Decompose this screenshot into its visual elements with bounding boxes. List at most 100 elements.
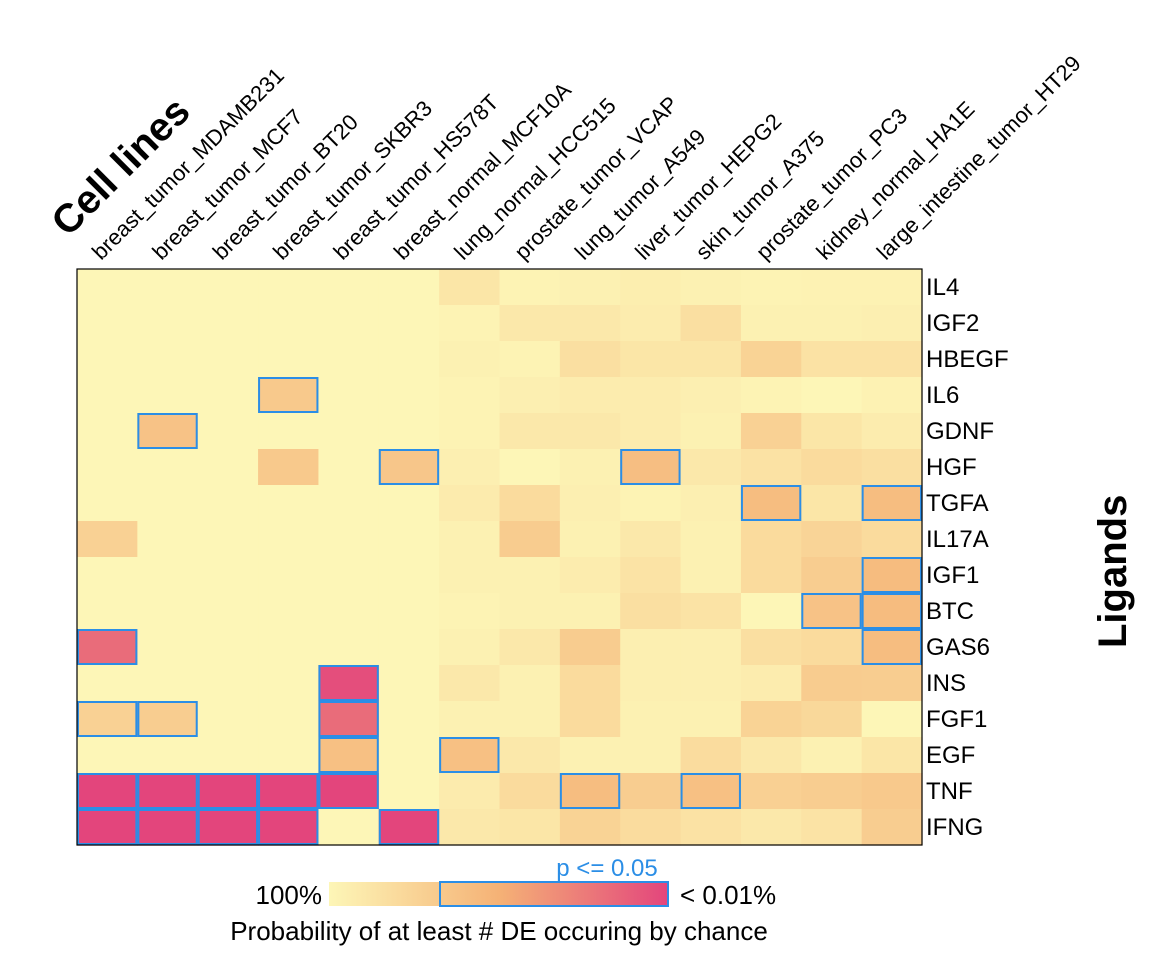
heatmap-cell xyxy=(318,629,380,666)
heatmap-cell xyxy=(378,557,440,594)
heatmap-cell xyxy=(861,521,923,558)
heatmap-cell xyxy=(680,341,742,378)
significant-cell-outline xyxy=(258,809,319,845)
heatmap-cell xyxy=(801,629,863,666)
heatmap-cell xyxy=(499,593,561,630)
significant-cell-outline xyxy=(197,773,259,809)
heatmap-cell xyxy=(740,449,802,486)
heatmap-cell xyxy=(559,773,621,810)
heatmap-cell xyxy=(378,269,440,306)
heatmap-cell xyxy=(258,521,320,558)
row-label: IL17A xyxy=(926,526,989,553)
heatmap-cell xyxy=(77,413,138,450)
heatmap-cell xyxy=(740,485,802,522)
heatmap-cell xyxy=(499,485,561,522)
significant-cell-outline xyxy=(740,485,802,521)
heatmap-cell xyxy=(77,737,138,774)
heatmap-cell xyxy=(258,809,320,846)
heatmap-cell xyxy=(861,665,923,702)
heatmap-cell xyxy=(801,269,863,306)
heatmap-cell xyxy=(439,269,501,306)
row-label: INS xyxy=(926,670,966,697)
heatmap-cell xyxy=(197,737,259,774)
column-labels: breast_tumor_MDAMB231breast_tumor_MCF7br… xyxy=(87,51,1086,265)
significant-cell-outline xyxy=(258,377,319,413)
heatmap-cell xyxy=(801,377,863,414)
legend-right-label: < 0.01% xyxy=(680,880,776,910)
heatmap-cell xyxy=(620,485,682,522)
heatmap-cell xyxy=(318,701,380,738)
heatmap-cell xyxy=(197,521,259,558)
heatmap-cell xyxy=(197,773,259,810)
heatmap-cell xyxy=(620,521,682,558)
heatmap-cell xyxy=(740,413,802,450)
heatmap-cell xyxy=(137,701,199,738)
heatmap-cell xyxy=(499,341,561,378)
heatmap-cell xyxy=(77,773,138,810)
significant-cell-outline xyxy=(77,701,138,737)
heatmap-cell xyxy=(620,593,682,630)
heatmap-cell xyxy=(801,413,863,450)
heatmap-cell xyxy=(258,593,320,630)
heatmap-cell xyxy=(378,737,440,774)
significant-cell-outline xyxy=(318,701,379,737)
significant-cell-outline xyxy=(439,737,500,773)
heatmap-cell xyxy=(318,593,380,630)
significant-cell-outline xyxy=(861,593,923,629)
heatmap-cell xyxy=(740,737,802,774)
heatmap-cell xyxy=(801,773,863,810)
heatmap-cell xyxy=(499,701,561,738)
heatmap-cell xyxy=(559,521,621,558)
heatmap-cell xyxy=(620,809,682,846)
heatmap-cell xyxy=(801,665,863,702)
heatmap-cell xyxy=(861,341,923,378)
row-label: GAS6 xyxy=(926,634,990,661)
heatmap-cell xyxy=(77,809,138,846)
heatmap-cell xyxy=(680,485,742,522)
heatmap-cell xyxy=(861,809,923,846)
significant-cell-outline xyxy=(137,773,198,809)
heatmap-cell xyxy=(77,521,138,558)
heatmap-cell xyxy=(197,449,259,486)
heatmap-cell xyxy=(620,701,682,738)
heatmap-cell xyxy=(861,449,923,486)
heatmap-cell xyxy=(197,629,259,666)
heatmap-cell xyxy=(137,629,199,666)
heatmap-cell xyxy=(620,413,682,450)
heatmap-frame xyxy=(76,268,923,846)
heatmap-cell xyxy=(197,701,259,738)
heatmap-cell xyxy=(258,773,320,810)
heatmap-cell xyxy=(439,593,501,630)
heatmap-cell xyxy=(801,521,863,558)
heatmap-cell xyxy=(801,701,863,738)
heatmap-cell xyxy=(499,557,561,594)
heatmap-cell xyxy=(861,629,923,666)
heatmap-cell xyxy=(499,521,561,558)
heatmap-cell xyxy=(680,629,742,666)
heatmap-cell xyxy=(740,629,802,666)
heatmap-cell xyxy=(740,665,802,702)
heatmap-cell xyxy=(378,305,440,342)
heatmap-cell xyxy=(439,737,501,774)
heatmap-cell xyxy=(559,485,621,522)
heatmap-cell xyxy=(77,593,138,630)
heatmap-cell xyxy=(740,269,802,306)
heatmap-cell xyxy=(680,809,742,846)
heatmap-cell xyxy=(378,485,440,522)
heatmap-cell xyxy=(801,809,863,846)
heatmap-cell xyxy=(137,413,199,450)
heatmap-cell xyxy=(801,305,863,342)
heatmap-cell xyxy=(801,593,863,630)
heatmap-cell xyxy=(197,305,259,342)
row-label: TGFA xyxy=(926,490,989,517)
heatmap-cell xyxy=(861,773,923,810)
heatmap-cell xyxy=(77,377,138,414)
heatmap-cell xyxy=(499,773,561,810)
heatmap-cell xyxy=(318,485,380,522)
legend-caption: Probability of at least # DE occuring by… xyxy=(230,916,768,946)
heatmap-cell xyxy=(378,377,440,414)
heatmap-cell xyxy=(77,341,138,378)
significant-cell-outline xyxy=(801,593,862,629)
significant-cell-outline xyxy=(258,773,319,809)
heatmap-cell xyxy=(801,737,863,774)
